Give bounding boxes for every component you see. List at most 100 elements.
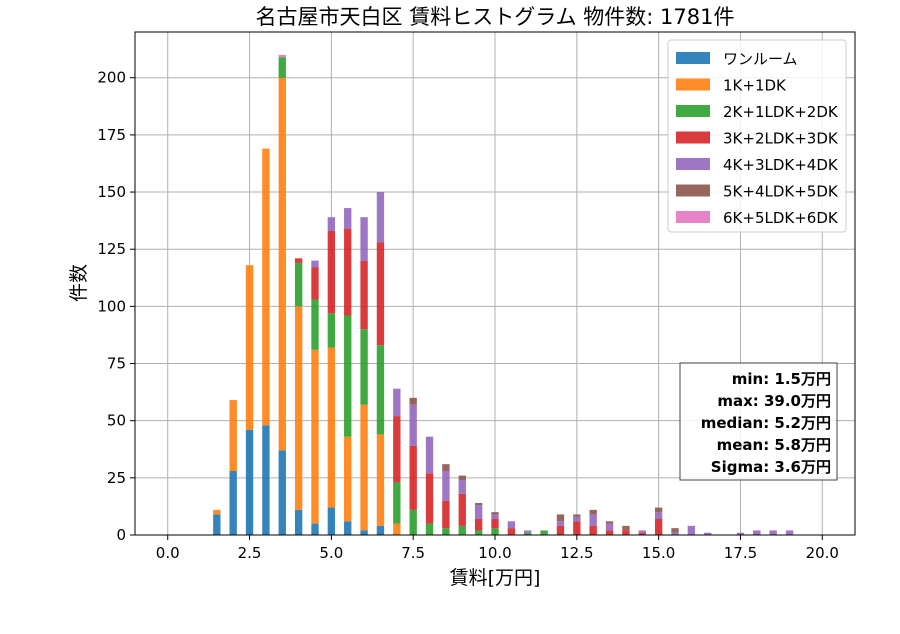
x-axis-label: 賃料[万円] [450,567,541,589]
histogram-bar [556,514,565,522]
histogram-bar [278,57,286,78]
histogram-bar [654,507,663,513]
histogram-bar [458,480,466,494]
histogram-bar [344,315,352,437]
histogram-bar [769,530,777,535]
bars-group [213,54,794,535]
histogram-bar [573,521,581,535]
histogram-bar [262,148,270,426]
y-axis-ticks: 0 25 50 75 100 125 150 175 200 [97,69,135,544]
legend-swatch [676,78,710,91]
legend-swatch [676,105,710,117]
histogram-bar [589,514,597,526]
x-tick-label: 2.5 [238,544,262,562]
histogram-bar [556,525,565,535]
histogram-bar [294,262,303,307]
histogram-bar [311,267,319,300]
histogram-bar [409,397,417,405]
stats-line: Sigma: 3.6万円 [711,458,831,476]
histogram-bar [622,525,630,531]
histogram-bar [327,507,336,535]
histogram-bar [327,313,336,348]
histogram-bar [311,349,319,524]
histogram-bar [753,530,761,535]
x-axis-ticks: 0.0 2.5 5.0 7.5 10.0 12.5 15.0 17.5 20.0 [156,535,839,562]
histogram-bar [393,416,401,483]
histogram-bar [491,518,499,529]
x-tick-label: 0.0 [156,544,180,562]
histogram-bar [376,345,385,435]
legend-entry: ワンルーム [723,50,798,68]
y-tick-label: 100 [97,297,126,315]
x-tick-label: 7.5 [401,544,425,562]
histogram-bar [491,514,499,519]
y-tick-label: 0 [116,526,126,544]
stats-line: max: 39.0万円 [717,392,831,410]
histogram-bar [458,475,466,481]
legend-box [667,39,847,233]
histogram-bar [507,528,516,535]
histogram-bar [311,260,319,268]
histogram-bar [491,528,499,535]
legend-entry: 6K+5LDK+6DK [723,209,839,227]
histogram-bar [573,514,581,517]
legend-swatch [676,211,710,223]
histogram-bar [458,525,466,535]
histogram-bar [409,445,417,510]
legend-swatch [676,52,710,64]
histogram-bar [474,530,483,535]
histogram-bar [524,530,532,533]
histogram-bar [654,512,663,519]
histogram-bar [245,429,254,535]
histogram-bar [785,530,794,535]
histogram-bar [229,400,237,471]
histogram-bar [278,450,286,535]
histogram-bar [524,532,532,535]
histogram-bar [393,523,401,535]
stats-line: median: 5.2万円 [701,414,831,432]
legend-entry: 3K+2LDK+3DK [723,130,839,148]
histogram-bar [376,192,385,243]
histogram-bar [360,530,368,535]
legend: ワンルーム 1K+1DK 2K+1LDK+2DK 3K+2LDK+3DK 4K+3LDK… [667,39,847,233]
histogram-bar [425,436,434,474]
histogram-bar [311,523,319,535]
x-tick-label: 15.0 [642,544,675,562]
histogram-bar [425,523,434,535]
histogram-bar [327,347,336,508]
histogram-bar [409,404,417,446]
histogram-bar [344,521,352,535]
legend-entry: 4K+3LDK+4DK [723,156,839,174]
legend-entry: 1K+1DK [723,77,787,95]
histogram-bar [736,532,745,535]
histogram-bar [327,230,336,314]
histogram-bar [393,482,401,524]
histogram-bar [442,464,450,471]
histogram-bar [393,388,401,417]
histogram-bar [474,505,483,519]
histogram-bar [458,493,466,526]
histogram-bar [442,528,450,535]
histogram-bar [294,509,303,535]
stats-box-frame [679,362,838,481]
histogram-bar [360,329,368,405]
histogram-bar [654,518,663,535]
histogram-bar [376,242,385,346]
histogram-bar [589,509,597,515]
y-tick-label: 75 [107,355,126,373]
y-tick-label: 50 [107,412,126,430]
histogram-bar [507,521,516,529]
histogram-bar [589,525,597,535]
histogram-bar [671,532,679,535]
histogram-bar [704,532,712,535]
histogram-bar [278,54,286,58]
histogram-bar [376,434,385,526]
stats-line: mean: 5.8万円 [717,436,831,454]
histogram-bar [474,502,483,506]
histogram-bar [491,512,499,515]
histogram-bar [442,470,450,501]
stats-box: min: 1.5万円 max: 39.0万円 median: 5.2万円 mean: … [679,362,838,481]
histogram-bar [442,500,450,529]
